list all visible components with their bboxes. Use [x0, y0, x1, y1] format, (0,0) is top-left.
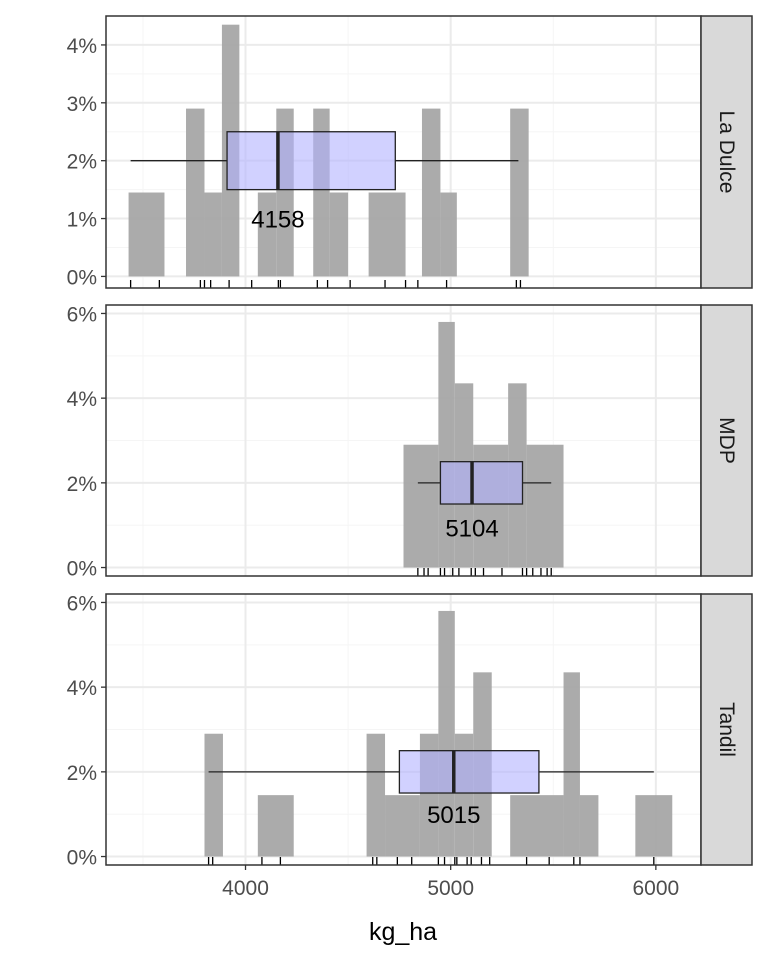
- facet-strip: [700, 593, 753, 866]
- y-tick-label: 6%: [67, 303, 97, 326]
- y-tick-label: 4%: [67, 388, 97, 411]
- x-axis: 4000 5000 6000: [222, 865, 679, 900]
- facet-panel-2: 5104 MDP 0% 2% 4% 6%: [67, 303, 753, 581]
- x-tick-label: 6000: [633, 877, 680, 900]
- y-tick-label: 3%: [67, 93, 97, 116]
- histogram-bar: [438, 321, 455, 568]
- histogram-bar: [510, 795, 564, 857]
- histogram-bar: [563, 672, 580, 857]
- facet-strip: [700, 15, 753, 289]
- histogram-bar: [526, 444, 564, 568]
- histogram-bar: [186, 108, 205, 277]
- boxplot-box: [439, 461, 524, 505]
- median-label: 5104: [445, 515, 498, 542]
- y-tick-label: 0%: [67, 266, 97, 289]
- facet-strip-label: La Dulce: [715, 111, 738, 194]
- histogram-bar: [440, 192, 457, 277]
- facet-panel-3: 5015 Tandil 0% 2% 4% 6%: [67, 592, 753, 870]
- histogram-bar: [510, 108, 529, 277]
- histogram-bar: [257, 795, 294, 857]
- y-tick-label: 1%: [67, 209, 97, 232]
- y-tick-label: 2%: [67, 151, 97, 174]
- histogram-bar: [368, 192, 406, 277]
- median-label: 4158: [251, 207, 304, 234]
- boxplot-box: [398, 750, 540, 794]
- facet-strip-label: MDP: [715, 417, 738, 464]
- y-tick-label: 2%: [67, 473, 97, 496]
- boxplot-box: [226, 131, 396, 191]
- histogram-bar: [366, 733, 386, 857]
- facet-panel-1: 4158 La Dulce 0% 1% 2% 3% 4%: [67, 15, 753, 289]
- y-tick-label: 2%: [67, 762, 97, 785]
- x-tick-label: 4000: [222, 877, 269, 900]
- histogram-bar: [579, 795, 599, 857]
- y-tick-label: 4%: [67, 35, 97, 58]
- y-tick-label: 0%: [67, 847, 97, 870]
- histogram-bar: [385, 795, 420, 857]
- histogram-bar: [204, 733, 223, 857]
- facet-strip: [700, 304, 753, 577]
- histogram-bar: [204, 192, 222, 277]
- facet-strip-label: Tandil: [715, 702, 738, 757]
- median-label: 5015: [427, 802, 480, 829]
- y-tick-label: 4%: [67, 677, 97, 700]
- y-tick-label: 0%: [67, 558, 97, 581]
- x-tick-label: 5000: [427, 877, 474, 900]
- histogram-bar: [403, 444, 439, 568]
- histogram-bar: [421, 108, 441, 277]
- y-tick-label: 6%: [67, 592, 97, 615]
- histogram-bar: [128, 192, 165, 277]
- histogram-bar: [257, 192, 277, 277]
- histogram-bar: [635, 795, 673, 857]
- histogram-bar: [438, 610, 455, 857]
- x-axis-label: kg_ha: [369, 918, 437, 946]
- histogram-bar: [329, 192, 349, 277]
